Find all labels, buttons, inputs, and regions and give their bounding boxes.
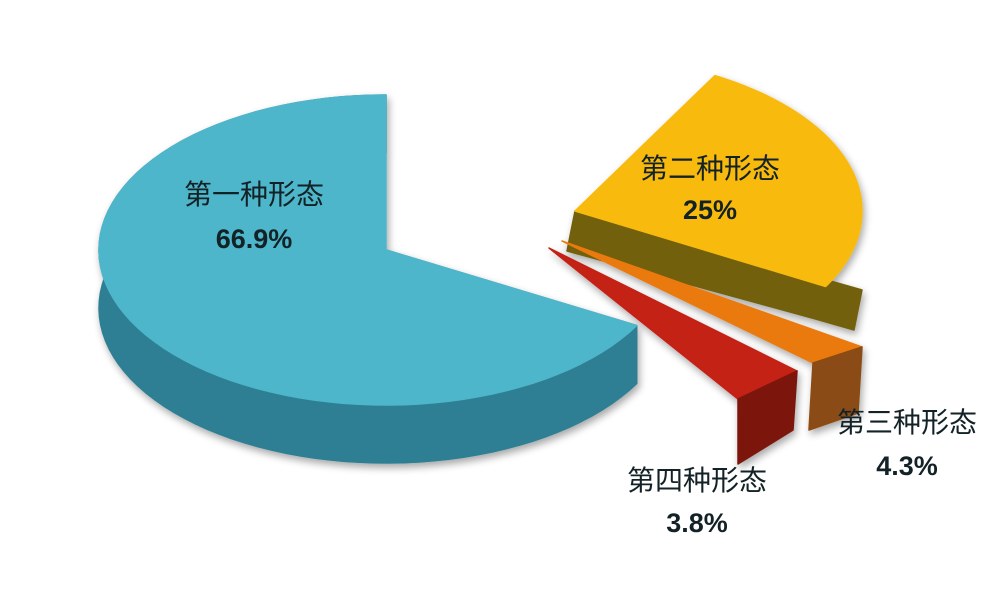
svg-text:第四种形态: 第四种形态 [627, 465, 767, 497]
svg-text:66.9%: 66.9% [216, 224, 293, 254]
svg-text:3.8%: 3.8% [666, 508, 728, 538]
svg-text:25%: 25% [683, 195, 737, 225]
svg-text:第二种形态: 第二种形态 [640, 153, 780, 185]
svg-text:第三种形态: 第三种形态 [837, 407, 977, 439]
svg-text:第一种形态: 第一种形态 [184, 179, 324, 211]
svg-text:4.3%: 4.3% [876, 451, 938, 481]
